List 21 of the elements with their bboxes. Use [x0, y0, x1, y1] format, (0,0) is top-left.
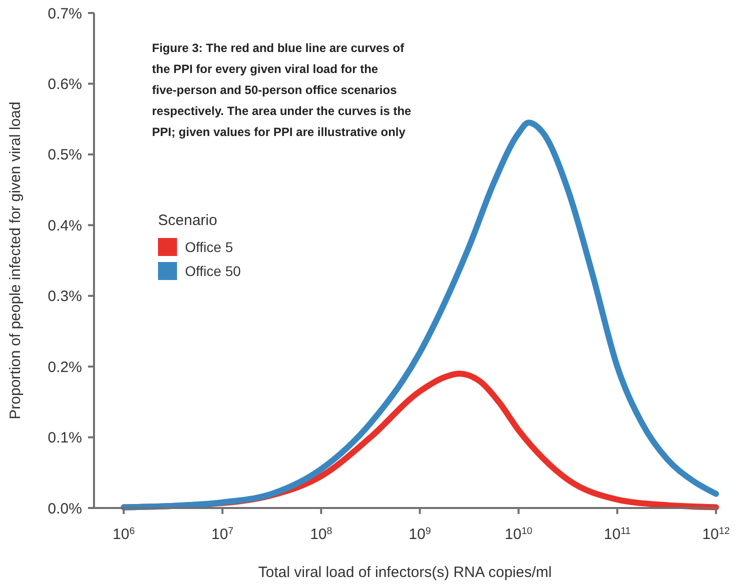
y-tick-label: 0.0% [48, 500, 82, 518]
x-tick-label: 10$^{11}$ [604, 526, 631, 543]
y-tick-label: 0.2% [48, 358, 82, 376]
legend-label: Office 5 [185, 238, 234, 255]
y-tick-label: 0.4% [48, 217, 82, 234]
legend-title: Scenario [158, 212, 218, 229]
y-tick-label: 0.1% [48, 430, 82, 447]
annotation: Figure 3: The red and blue line are curves of the PPI for every given viral load for the five-person and 50-person office scenarios respectively. The area under the curves is the PPI; given values for PPI are illustrative only [152, 41, 412, 139]
x-tick-label: 10$^{6}$ [112, 526, 135, 543]
legend-label: Office 50 [185, 262, 241, 279]
y-axis-title: Proportion of people infected for given viral load [7, 102, 24, 420]
x-tick-label: 10$^{10}$ [504, 526, 533, 543]
y-tick-label: 0.5% [48, 146, 82, 164]
x-tick-label: 10$^{9}$ [408, 526, 431, 543]
x-tick-label: 10$^{7}$ [211, 526, 234, 543]
x-axis-title: Total viral load of infectors(s) RNA copies/ml [258, 564, 552, 581]
x-tick-label: 10$^{8}$ [310, 526, 332, 543]
x-tick-label: 10$^{12}$ [702, 526, 730, 543]
y-tick-label: 0.6% [48, 76, 82, 93]
y-tick-label: 0.7% [48, 5, 82, 22]
y-tick-label: 0.3% [48, 288, 82, 306]
